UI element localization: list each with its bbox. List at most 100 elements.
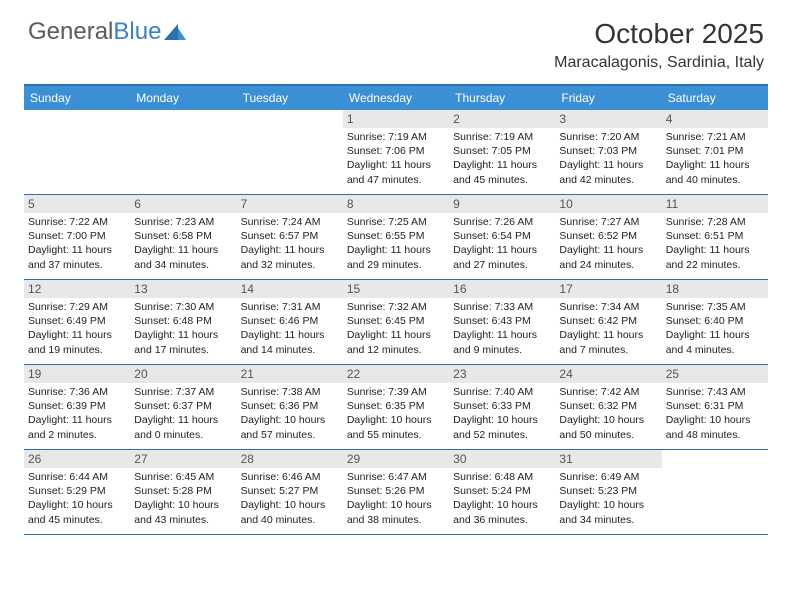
daylight-text: Daylight: 11 hours and 2 minutes. bbox=[28, 413, 126, 441]
day-info: Sunrise: 7:24 AMSunset: 6:57 PMDaylight:… bbox=[241, 215, 339, 272]
daylight-text: Daylight: 11 hours and 45 minutes. bbox=[453, 158, 551, 186]
day-info: Sunrise: 7:32 AMSunset: 6:45 PMDaylight:… bbox=[347, 300, 445, 357]
daylight-text: Daylight: 10 hours and 55 minutes. bbox=[347, 413, 445, 441]
daylight-text: Daylight: 11 hours and 19 minutes. bbox=[28, 328, 126, 356]
day-cell: 21Sunrise: 7:38 AMSunset: 6:36 PMDayligh… bbox=[237, 365, 343, 449]
day-number: 4 bbox=[662, 110, 768, 128]
day-cell: 16Sunrise: 7:33 AMSunset: 6:43 PMDayligh… bbox=[449, 280, 555, 364]
daylight-text: Daylight: 11 hours and 14 minutes. bbox=[241, 328, 339, 356]
sunset-text: Sunset: 6:58 PM bbox=[134, 229, 232, 243]
day-cell: 19Sunrise: 7:36 AMSunset: 6:39 PMDayligh… bbox=[24, 365, 130, 449]
day-header-cell: Monday bbox=[130, 86, 236, 110]
day-info: Sunrise: 6:48 AMSunset: 5:24 PMDaylight:… bbox=[453, 470, 551, 527]
day-info: Sunrise: 7:20 AMSunset: 7:03 PMDaylight:… bbox=[559, 130, 657, 187]
sunrise-text: Sunrise: 7:20 AM bbox=[559, 130, 657, 144]
sunset-text: Sunset: 6:46 PM bbox=[241, 314, 339, 328]
daylight-text: Daylight: 10 hours and 50 minutes. bbox=[559, 413, 657, 441]
day-cell: 18Sunrise: 7:35 AMSunset: 6:40 PMDayligh… bbox=[662, 280, 768, 364]
daylight-text: Daylight: 11 hours and 24 minutes. bbox=[559, 243, 657, 271]
day-info: Sunrise: 7:25 AMSunset: 6:55 PMDaylight:… bbox=[347, 215, 445, 272]
daylight-text: Daylight: 10 hours and 45 minutes. bbox=[28, 498, 126, 526]
sunrise-text: Sunrise: 7:40 AM bbox=[453, 385, 551, 399]
day-info: Sunrise: 7:22 AMSunset: 7:00 PMDaylight:… bbox=[28, 215, 126, 272]
daylight-text: Daylight: 11 hours and 34 minutes. bbox=[134, 243, 232, 271]
day-number: 12 bbox=[24, 280, 130, 298]
daylight-text: Daylight: 10 hours and 40 minutes. bbox=[241, 498, 339, 526]
day-header-cell: Friday bbox=[555, 86, 661, 110]
daylight-text: Daylight: 10 hours and 38 minutes. bbox=[347, 498, 445, 526]
daylight-text: Daylight: 10 hours and 48 minutes. bbox=[666, 413, 764, 441]
logo-text: GeneralBlue bbox=[28, 18, 161, 46]
daylight-text: Daylight: 11 hours and 0 minutes. bbox=[134, 413, 232, 441]
day-cell: 7 Sunrise: 7:24 AMSunset: 6:57 PMDaylight… bbox=[237, 195, 343, 279]
logo-word-1: General bbox=[28, 18, 113, 45]
day-cell: 13Sunrise: 7:30 AMSunset: 6:48 PMDayligh… bbox=[130, 280, 236, 364]
sunrise-text: Sunrise: 7:21 AM bbox=[666, 130, 764, 144]
day-number: 2 bbox=[449, 110, 555, 128]
day-info: Sunrise: 6:46 AMSunset: 5:27 PMDaylight:… bbox=[241, 470, 339, 527]
sunrise-text: Sunrise: 7:34 AM bbox=[559, 300, 657, 314]
day-cell: 9Sunrise: 7:26 AMSunset: 6:54 PMDaylight… bbox=[449, 195, 555, 279]
day-number: 25 bbox=[662, 365, 768, 383]
day-cell: 24 Sunrise: 7:42 AMSunset: 6:32 PMDayligh… bbox=[555, 365, 661, 449]
sunset-text: Sunset: 5:29 PM bbox=[28, 484, 126, 498]
day-number: 24 bbox=[555, 365, 661, 383]
sunset-text: Sunset: 7:05 PM bbox=[453, 144, 551, 158]
header: GeneralBlue October 2025 Maracalagonis, … bbox=[0, 0, 792, 80]
day-cell: . bbox=[237, 110, 343, 194]
sunset-text: Sunset: 7:06 PM bbox=[347, 144, 445, 158]
day-info: Sunrise: 6:45 AMSunset: 5:28 PMDaylight:… bbox=[134, 470, 232, 527]
daylight-text: Daylight: 10 hours and 36 minutes. bbox=[453, 498, 551, 526]
day-cell: 27Sunrise: 6:45 AMSunset: 5:28 PMDayligh… bbox=[130, 450, 236, 534]
sunset-text: Sunset: 5:24 PM bbox=[453, 484, 551, 498]
sunset-text: Sunset: 6:37 PM bbox=[134, 399, 232, 413]
sunrise-text: Sunrise: 7:35 AM bbox=[666, 300, 764, 314]
day-number: 18 bbox=[662, 280, 768, 298]
day-header-cell: Saturday bbox=[662, 86, 768, 110]
sunset-text: Sunset: 5:26 PM bbox=[347, 484, 445, 498]
sunrise-text: Sunrise: 7:36 AM bbox=[28, 385, 126, 399]
day-cell: 31Sunrise: 6:49 AMSunset: 5:23 PMDayligh… bbox=[555, 450, 661, 534]
logo-triangle-icon bbox=[164, 24, 186, 40]
logo: GeneralBlue bbox=[28, 18, 186, 46]
day-cell: 20Sunrise: 7:37 AMSunset: 6:37 PMDayligh… bbox=[130, 365, 236, 449]
sunset-text: Sunset: 7:01 PM bbox=[666, 144, 764, 158]
day-info: Sunrise: 7:28 AMSunset: 6:51 PMDaylight:… bbox=[666, 215, 764, 272]
sunrise-text: Sunrise: 6:46 AM bbox=[241, 470, 339, 484]
sunset-text: Sunset: 6:54 PM bbox=[453, 229, 551, 243]
daylight-text: Daylight: 11 hours and 27 minutes. bbox=[453, 243, 551, 271]
daylight-text: Daylight: 10 hours and 52 minutes. bbox=[453, 413, 551, 441]
day-number: 7 bbox=[237, 195, 343, 213]
day-cell: 11Sunrise: 7:28 AMSunset: 6:51 PMDayligh… bbox=[662, 195, 768, 279]
daylight-text: Daylight: 11 hours and 22 minutes. bbox=[666, 243, 764, 271]
sunset-text: Sunset: 6:42 PM bbox=[559, 314, 657, 328]
day-info: Sunrise: 7:37 AMSunset: 6:37 PMDaylight:… bbox=[134, 385, 232, 442]
sunset-text: Sunset: 6:40 PM bbox=[666, 314, 764, 328]
sunset-text: Sunset: 6:31 PM bbox=[666, 399, 764, 413]
sunrise-text: Sunrise: 7:30 AM bbox=[134, 300, 232, 314]
sunset-text: Sunset: 6:49 PM bbox=[28, 314, 126, 328]
daylight-text: Daylight: 11 hours and 12 minutes. bbox=[347, 328, 445, 356]
day-info: Sunrise: 7:27 AMSunset: 6:52 PMDaylight:… bbox=[559, 215, 657, 272]
day-cell: . bbox=[662, 450, 768, 534]
week-row: 19Sunrise: 7:36 AMSunset: 6:39 PMDayligh… bbox=[24, 365, 768, 450]
daylight-text: Daylight: 11 hours and 37 minutes. bbox=[28, 243, 126, 271]
sunrise-text: Sunrise: 6:44 AM bbox=[28, 470, 126, 484]
sunset-text: Sunset: 6:39 PM bbox=[28, 399, 126, 413]
day-cell: 15Sunrise: 7:32 AMSunset: 6:45 PMDayligh… bbox=[343, 280, 449, 364]
day-info: Sunrise: 7:42 AMSunset: 6:32 PMDaylight:… bbox=[559, 385, 657, 442]
sunrise-text: Sunrise: 7:19 AM bbox=[453, 130, 551, 144]
daylight-text: Daylight: 10 hours and 34 minutes. bbox=[559, 498, 657, 526]
sunset-text: Sunset: 6:52 PM bbox=[559, 229, 657, 243]
day-info: Sunrise: 7:19 AMSunset: 7:06 PMDaylight:… bbox=[347, 130, 445, 187]
location-subtitle: Maracalagonis, Sardinia, Italy bbox=[554, 54, 764, 72]
sunset-text: Sunset: 6:35 PM bbox=[347, 399, 445, 413]
sunset-text: Sunset: 6:43 PM bbox=[453, 314, 551, 328]
logo-word-2: Blue bbox=[113, 18, 161, 45]
day-number: 14 bbox=[237, 280, 343, 298]
sunrise-text: Sunrise: 7:29 AM bbox=[28, 300, 126, 314]
daylight-text: Daylight: 11 hours and 42 minutes. bbox=[559, 158, 657, 186]
day-header-cell: Thursday bbox=[449, 86, 555, 110]
sunrise-text: Sunrise: 7:27 AM bbox=[559, 215, 657, 229]
daylight-text: Daylight: 11 hours and 29 minutes. bbox=[347, 243, 445, 271]
